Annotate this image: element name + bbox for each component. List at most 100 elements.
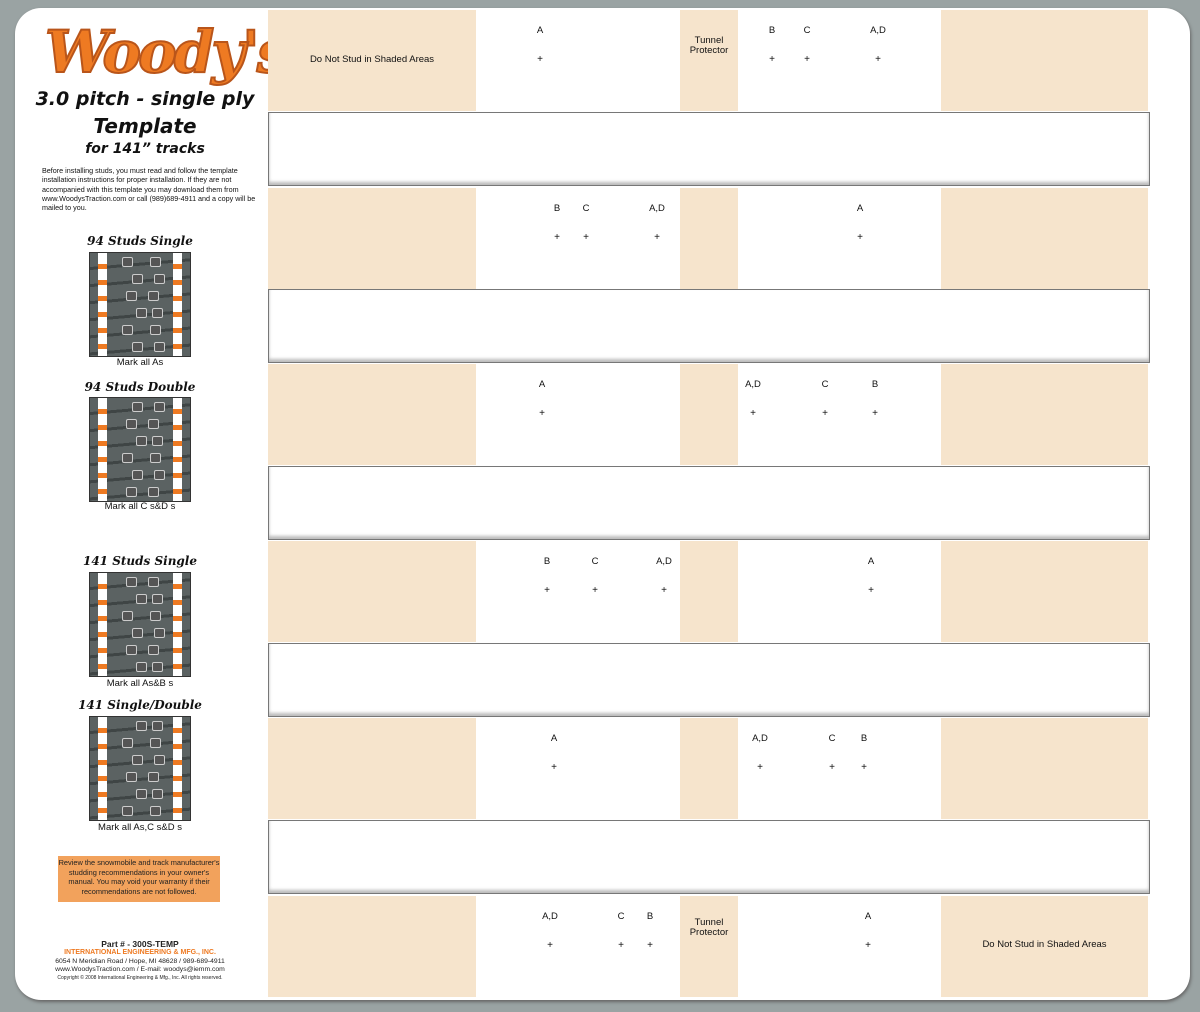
stud-icon — [122, 257, 133, 267]
stud-icon — [150, 325, 161, 335]
pattern-heading: 94 Studs Single — [87, 234, 193, 248]
stud-mark-cross: + — [829, 762, 835, 773]
stud-icon — [150, 806, 161, 816]
stud-icon — [126, 577, 137, 587]
pattern-caption: Mark all As — [116, 357, 164, 368]
stud-icon — [126, 291, 137, 301]
shaded-area-left — [268, 364, 476, 465]
stud-label: C — [591, 556, 599, 567]
stud-icon — [148, 487, 159, 497]
stud-icon — [122, 806, 133, 816]
stud-icon — [122, 453, 133, 463]
stud-label: A — [538, 379, 546, 390]
stud-mark-cross: + — [868, 585, 874, 596]
track-diagram-94-double — [89, 397, 191, 502]
stud-icon — [126, 487, 137, 497]
stud-icon — [132, 470, 143, 480]
stud-label: A,D — [649, 203, 665, 214]
stud-icon — [152, 308, 163, 318]
stud-mark-cross: + — [861, 762, 867, 773]
tunnel-protector-label: Tunnel Protector — [689, 35, 729, 56]
shaded-area-left — [268, 541, 476, 642]
stud-icon — [150, 257, 161, 267]
stud-mark-cross: + — [804, 54, 810, 65]
part-number: Part # - 300S-TEMP — [101, 939, 179, 949]
stud-label: C — [803, 25, 811, 36]
stud-label: A,D — [870, 25, 886, 36]
track-diagram-141-single-double — [89, 716, 191, 821]
tunnel-protector-label: Tunnel Protector — [689, 917, 729, 938]
stud-icon — [148, 291, 159, 301]
stud-icon — [154, 342, 165, 352]
shaded-area-right — [941, 896, 1148, 997]
shaded-area-center — [680, 718, 738, 819]
stud-mark-cross: + — [551, 762, 557, 773]
stud-mark-cross: + — [547, 940, 553, 951]
shaded-area-left — [268, 188, 476, 289]
stud-icon — [126, 772, 137, 782]
cutout-slot — [268, 466, 1150, 540]
stud-icon — [126, 419, 137, 429]
shaded-area-left — [268, 718, 476, 819]
shaded-area-center — [680, 364, 738, 465]
stud-label: A — [550, 733, 558, 744]
shaded-area-right — [941, 718, 1148, 819]
address: 6054 N Meridian Road / Hope, MI 48628 / … — [55, 958, 225, 965]
stud-mark-cross: + — [537, 54, 543, 65]
stud-icon — [132, 402, 143, 412]
stud-icon — [152, 721, 163, 731]
stud-label: B — [871, 379, 879, 390]
stud-icon — [152, 594, 163, 604]
pattern-heading: 141 Studs Single — [82, 554, 198, 568]
woodys-logo: Woody's — [44, 17, 290, 87]
stud-label: A,D — [656, 556, 672, 567]
shaded-area-center — [680, 10, 738, 111]
stud-label: B — [553, 203, 561, 214]
stud-icon — [148, 419, 159, 429]
stud-mark-cross: + — [865, 940, 871, 951]
stud-mark-cross: + — [539, 408, 545, 419]
pattern-caption: Mark all C s&D s — [104, 501, 176, 512]
web-email: www.WoodysTraction.com / E-mail: woodys@… — [55, 966, 225, 973]
stud-label: B — [860, 733, 868, 744]
stud-icon — [132, 755, 143, 765]
stud-label: A — [864, 911, 872, 922]
stud-mark-cross: + — [583, 232, 589, 243]
title-line3: for 141” tracks — [85, 141, 205, 157]
stud-mark-cross: + — [647, 940, 653, 951]
stud-mark-cross: + — [592, 585, 598, 596]
shaded-area-right — [941, 541, 1148, 642]
stud-mark-cross: + — [750, 408, 756, 419]
stud-icon — [150, 611, 161, 621]
stud-mark-cross: + — [654, 232, 660, 243]
stud-mark-cross: + — [769, 54, 775, 65]
cutout-slot — [268, 289, 1150, 363]
stud-label: A — [536, 25, 544, 36]
stud-label: A,D — [542, 911, 558, 922]
stud-icon — [152, 662, 163, 672]
intro-text: Before installing studs, you must read a… — [42, 166, 256, 213]
stud-mark-cross: + — [661, 585, 667, 596]
stud-label: A — [867, 556, 875, 567]
company-name: INTERNATIONAL ENGINEERING & MFG., INC. — [64, 949, 216, 956]
pattern-caption: Mark all As&B s — [106, 678, 174, 689]
stud-template-board: Woody's 3.0 pitch - single ply Template … — [15, 8, 1190, 1000]
title-line1: 3.0 pitch - single ply — [35, 88, 255, 110]
stud-label: A,D — [752, 733, 768, 744]
stud-icon — [154, 402, 165, 412]
copyright: Copyright © 2008 International Engineeri… — [57, 975, 223, 981]
shaded-area-right — [941, 10, 1148, 111]
stud-mark-cross: + — [544, 585, 550, 596]
stud-icon — [136, 594, 147, 604]
stud-icon — [136, 662, 147, 672]
shaded-area-left — [268, 10, 476, 111]
shaded-area-center — [680, 896, 738, 997]
shaded-area-center — [680, 188, 738, 289]
stud-mark-cross: + — [875, 54, 881, 65]
stud-mark-cross: + — [872, 408, 878, 419]
pattern-caption: Mark all As,C s&D s — [98, 822, 182, 833]
shaded-area-left — [268, 896, 476, 997]
stud-icon — [132, 628, 143, 638]
stud-label: B — [543, 556, 551, 567]
pattern-heading: 94 Studs Double — [84, 380, 196, 394]
